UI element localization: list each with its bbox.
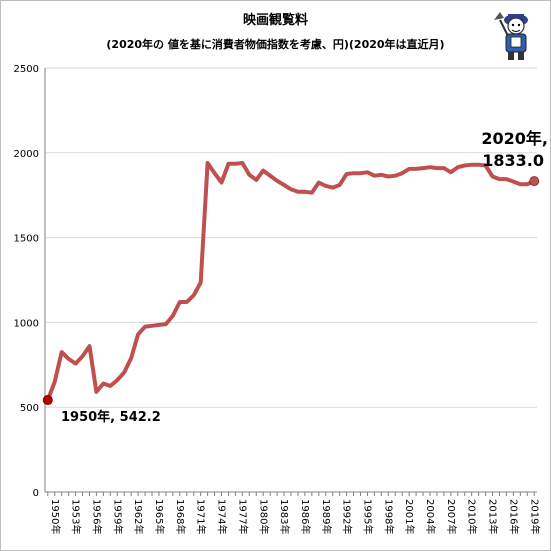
x-tick-label-1959: 1959年 [111,499,124,534]
x-tick-label-1962: 1962年 [132,499,145,534]
chart-title: 映画観覧料 [242,13,308,28]
series-group [42,161,540,406]
series-line [45,161,537,402]
annotation-end-line1: 2020年, [481,129,548,148]
x-tick-label-1986: 1986年 [299,499,312,534]
annotation-end-line2: 1833.0 [482,151,544,170]
x-tick-label-1971: 1971年 [195,499,208,534]
x-tick-label-2013: 2013年 [487,499,500,534]
gridlines [45,67,537,493]
x-tick-label-1998: 1998年 [382,499,395,534]
x-tick-label-2010: 2010年 [466,499,479,534]
mascot-icon [494,12,528,60]
x-tick-label-1980: 1980年 [257,499,270,534]
point-marker-start [42,395,53,406]
chart-subtitle: (2020年の 値を基に消費者物価指数を考慮、円)(2020年は直近月) [106,38,445,51]
y-tick-label-2000: 2000 [14,149,39,160]
x-tick-label-2007: 2007年 [445,499,458,534]
x-tick-label-1992: 1992年 [341,499,354,534]
x-tick-label-1983: 1983年 [278,499,291,534]
y-tick-label-500: 500 [20,403,39,414]
y-tick-label-0: 0 [33,488,39,499]
x-tick-label-1977: 1977年 [236,499,249,534]
x-tick-label-1956: 1956年 [90,499,103,534]
x-tick-label-1950: 1950年 [49,499,62,534]
x-tick-label-1953: 1953年 [70,499,83,534]
y-tick-label-1500: 1500 [14,234,39,245]
x-tick-label-2004: 2004年 [424,499,437,534]
x-tick-label-1989: 1989年 [320,499,333,534]
point-marker-end [529,176,540,187]
x-tick-label-1968: 1968年 [174,499,187,534]
x-tick-label-1965: 1965年 [153,499,166,534]
x-tick-label-2016: 2016年 [507,499,520,534]
x-tick-label-1974: 1974年 [216,499,229,534]
x-tick-label-2019: 2019年 [528,499,541,534]
x-tick-label-2001: 2001年 [403,499,416,534]
x-tick-label-1995: 1995年 [361,499,374,534]
annotations: 1950年, 542.2 2020年, 1833.0 [61,129,548,425]
y-tick-label-2500: 2500 [14,64,39,75]
y-tick-label-1000: 1000 [14,318,39,329]
axes: 0 500 1000 1500 2000 2500 1950年 1953年 1956年 1959年… [14,64,542,534]
annotation-start: 1950年, 542.2 [61,409,161,425]
